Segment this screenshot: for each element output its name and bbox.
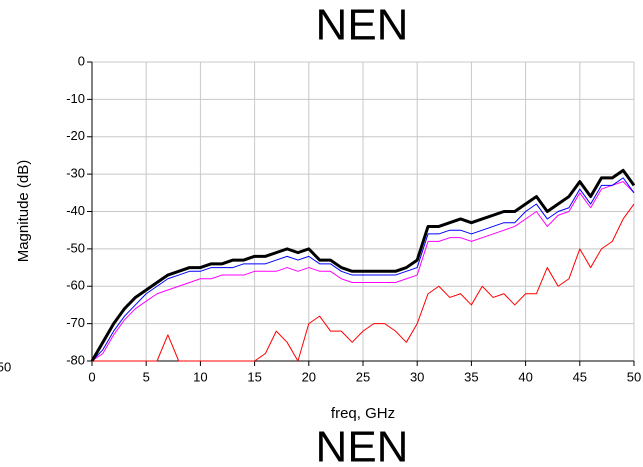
x-tick-label: 5: [143, 369, 150, 384]
y-tick-label: -40: [66, 203, 85, 218]
x-tick-label: 20: [302, 369, 316, 384]
series-line: [91, 177, 635, 362]
y-tick-label: -60: [66, 278, 85, 293]
x-tick-label: 25: [356, 369, 370, 384]
y-tick-label: -30: [66, 166, 85, 181]
y-tick-label: -70: [66, 315, 85, 330]
y-tick-label: -10: [66, 91, 85, 106]
x-tick-label: 45: [573, 369, 587, 384]
x-axis-label: freq, GHz: [331, 405, 395, 422]
x-tick-label: 50: [0, 359, 11, 374]
x-tick-label: 50: [627, 369, 641, 384]
x-tick-label: 10: [193, 369, 207, 384]
y-tick-label: -50: [66, 240, 85, 255]
series-line: [91, 181, 635, 362]
y-tick-label: -20: [66, 128, 85, 143]
x-tick-label: 15: [247, 369, 261, 384]
x-tick-label: 30: [410, 369, 424, 384]
series-line: [90, 168, 636, 362]
y-tick-label: -80: [66, 352, 85, 367]
y-axis-label: Magnitude (dB): [15, 160, 32, 263]
y-tick-label: 0: [78, 53, 85, 68]
chart-title: NEN: [316, 1, 409, 50]
series-line: [92, 203, 635, 362]
x-tick-label: 0: [88, 369, 95, 384]
x-tick-label: 35: [464, 369, 478, 384]
x-tick-label: 40: [518, 369, 532, 384]
annotation: NEN: [316, 423, 409, 467]
